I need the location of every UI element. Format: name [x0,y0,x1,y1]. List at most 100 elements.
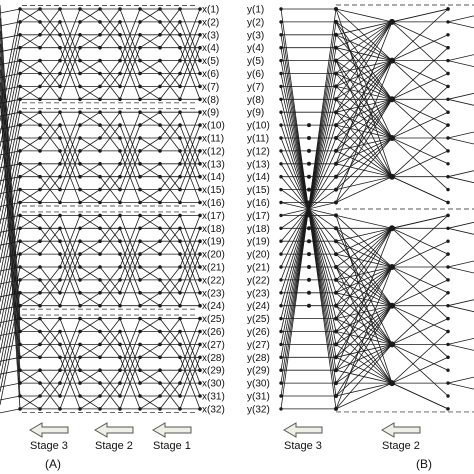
y-signal-label: y(12) [247,146,270,157]
butterfly-node [38,45,42,50]
butterfly-node [198,71,202,76]
butterfly-node [198,265,202,269]
butterfly-node [198,303,202,308]
x-signal-label: x(4) [202,43,219,54]
x-signal-label: x(28) [202,353,225,364]
butterfly-node [158,252,162,256]
x-signal-label: x(30) [202,379,225,390]
butterfly-node [178,316,182,321]
butterfly-node [98,239,102,243]
butterfly-edge [79,137,101,152]
hub-output-edge [391,253,449,306]
butterfly-node [138,136,142,140]
panel-b-signal-labels: y(1)y(2) y(3) y(4) y(5) y(6) y(7) y(8) y(9) y(10… [247,5,270,416]
butterfly-edge [99,73,121,100]
butterfly-node [138,239,142,243]
input-node [18,174,22,179]
stage-2-arrow-a [94,422,134,438]
hub-edge [335,266,393,319]
hub-edge [335,60,393,152]
butterfly-node [78,303,82,308]
butterfly-node [178,97,182,102]
butterfly-edge [59,47,81,100]
butterfly-edge [99,382,121,410]
butterfly-edge [159,369,181,397]
butterfly-edge [99,266,121,294]
input-node [18,239,22,243]
butterfly-node [58,381,62,385]
butterfly-node [178,291,182,295]
butterfly-node [38,200,42,205]
butterfly-node [178,265,182,269]
butterfly-node [198,45,202,50]
cross-block-edge [0,34,21,40]
hub-edge [335,176,393,190]
hub-output-edge [391,111,449,139]
butterfly-node [158,110,162,114]
output-node [446,239,450,243]
butterfly-node [118,33,122,37]
x-signal-label: x(9) [202,108,219,119]
butterfly-node [158,407,162,411]
butterfly-node [98,303,102,308]
butterfly-node [198,162,202,166]
hub-output-edge [391,356,449,384]
butterfly-node [158,149,162,153]
butterfly-node [38,226,42,231]
butterfly-node [138,58,142,63]
butterfly-edge [99,215,121,242]
butterfly-node [198,200,202,205]
input-node [18,265,22,269]
y-signal-label: y(1) [247,5,264,16]
hub-edge [335,60,393,87]
butterfly-edge [159,111,181,139]
butterfly-node [98,291,102,295]
butterfly-node [118,303,122,308]
butterfly-edge [179,331,201,384]
butterfly-node [78,149,82,153]
butterfly-edge [159,215,181,242]
butterfly-node [158,71,162,76]
butterfly-node [118,226,122,231]
butterfly-edge [79,395,101,410]
butterfly-node [118,239,122,243]
butterfly-edge [159,331,181,358]
butterfly-edge [119,228,141,281]
hub-edge [335,21,393,36]
butterfly-edge [79,318,101,332]
input-node [279,136,283,140]
x-signal-label: x(18) [202,224,225,235]
butterfly-node [98,162,102,166]
butterfly-node [78,110,82,114]
butterfly-edge [179,253,201,306]
hub-output-edge [391,331,449,384]
merge-node [307,303,311,308]
input-node [279,162,283,166]
y-signal-label: y(26) [247,327,270,338]
butterfly-node [198,213,202,218]
butterfly-edge [39,176,61,203]
butterfly-node [138,329,142,334]
butterfly-edge [59,344,81,397]
butterfly-edge [159,8,181,36]
butterfly-node [158,381,162,385]
cross-block-edge [0,408,21,414]
butterfly-edge [179,228,201,281]
butterfly-node [38,213,42,218]
x-signal-label: x(22) [202,275,225,286]
edge-exit [447,299,474,307]
hub-edge [335,305,393,345]
butterfly-edge [139,395,161,410]
butterfly-node [138,45,142,50]
butterfly-node [58,123,62,127]
butterfly-node [178,84,182,89]
edge-exit [447,137,474,145]
butterfly-node [98,252,102,256]
butterfly-node [118,110,122,114]
butterfly-node [38,303,42,308]
input-node [279,304,283,308]
hub-output-edge [391,8,449,61]
butterfly-edge [39,318,61,345]
input-node [18,136,22,140]
